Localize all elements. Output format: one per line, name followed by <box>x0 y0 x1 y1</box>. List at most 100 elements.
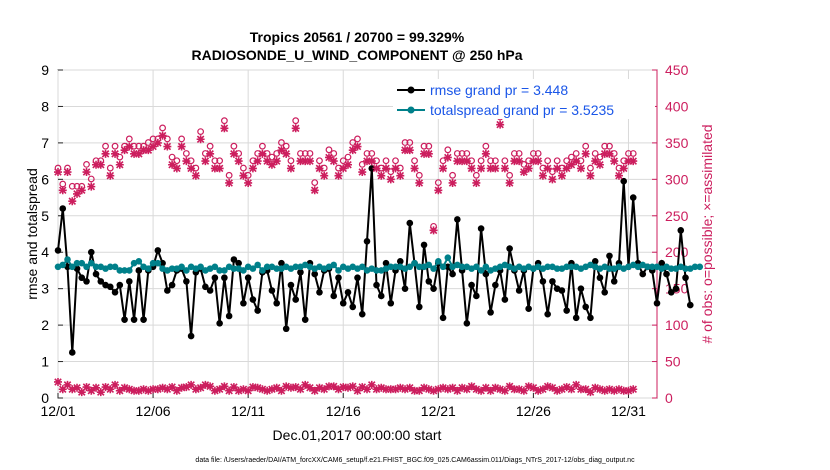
obs-rejected-point <box>201 380 210 389</box>
obs-assimilated-point <box>253 157 262 166</box>
obs-assimilated-point <box>401 146 410 155</box>
obs-rejected-point <box>229 383 238 392</box>
obs-rejected-point <box>348 382 357 391</box>
obs-assimilated-point <box>272 157 281 166</box>
rmse-point <box>330 292 338 300</box>
obs-possible-point <box>510 150 518 157</box>
legend-swatch-totalspread-marker <box>407 106 415 114</box>
obs-rejected-point <box>54 377 62 386</box>
obs-rejected-point <box>196 383 205 392</box>
rmse-point <box>653 299 661 307</box>
x-tick-label: 12/11 <box>231 403 265 419</box>
obs-rejected-point <box>382 385 391 394</box>
obs-assimilated-point <box>163 142 172 151</box>
obs-assimilated-point <box>576 164 585 173</box>
obs-assimilated-point <box>477 164 486 173</box>
obs-rejected-point <box>163 385 172 394</box>
obs-assimilated-point <box>315 164 324 173</box>
obs-rejected-point <box>510 385 519 394</box>
obs-assimilated-point <box>144 146 153 155</box>
obs-assimilated-point <box>182 157 191 166</box>
obs-rejected-point <box>187 380 196 389</box>
rmse-point <box>59 205 67 212</box>
obs-assimilated-point <box>358 168 367 177</box>
totalspread-point <box>458 263 466 271</box>
rmse-point <box>377 292 385 300</box>
obs-assimilated-point <box>210 164 219 173</box>
rmse-point <box>667 289 675 296</box>
rmse-point <box>116 281 124 289</box>
y-axis-label-left: rmse and totalspread <box>24 168 40 300</box>
obs-rejected-point <box>363 385 372 394</box>
totalspread-point <box>439 263 447 271</box>
obs-assimilated-point <box>73 189 82 198</box>
obs-assimilated-point <box>377 171 386 180</box>
rmse-point <box>620 177 628 185</box>
obs-assimilated-point <box>614 171 623 180</box>
obs-assimilated-point <box>605 149 614 158</box>
obs-rejected-point <box>605 385 614 394</box>
totalspread-point <box>644 263 651 271</box>
obs-rejected-point <box>291 383 300 392</box>
obs-rejected-point <box>134 386 143 395</box>
obs-assimilated-point <box>600 149 609 158</box>
obs-rejected-point <box>377 383 386 392</box>
rmse-point <box>363 237 371 245</box>
obs-assimilated-point <box>439 164 448 173</box>
obs-rejected-point <box>277 386 286 395</box>
y-left-tick-label: 1 <box>41 354 49 370</box>
totalspread-point <box>183 267 190 274</box>
y-right-tick-label: 250 <box>665 208 689 224</box>
obs-possible-point <box>344 153 352 161</box>
rmse-point <box>301 316 309 323</box>
totalspread-point <box>106 263 114 271</box>
obs-possible-point <box>68 182 76 190</box>
rmse-point <box>610 278 618 285</box>
y-right-tick-label: 200 <box>665 244 689 260</box>
obs-assimilated-point <box>405 146 414 155</box>
obs-rejected-point <box>296 385 305 394</box>
obs-assimilated-point <box>467 164 476 173</box>
obs-rejected-point <box>120 383 129 392</box>
rmse-point <box>87 248 95 256</box>
obs-assimilated-point <box>396 171 405 180</box>
totalspread-point <box>64 256 71 263</box>
obs-rejected-point <box>358 383 367 392</box>
obs-assimilated-point <box>624 157 633 166</box>
obs-assimilated-point <box>524 164 533 173</box>
obs-possible-point <box>463 150 471 157</box>
obs-possible-point <box>491 157 499 165</box>
obs-rejected-point <box>557 385 566 394</box>
rmse-point <box>164 287 171 294</box>
x-tick-label: 12/31 <box>611 403 646 419</box>
y-left-tick-label: 3 <box>41 281 49 297</box>
rmse-point <box>401 285 409 292</box>
rmse-point <box>639 270 647 278</box>
obs-rejected-point <box>472 385 481 394</box>
totalspread-point <box>435 258 442 265</box>
y-left-tick-label: 8 <box>41 98 49 114</box>
obs-possible-point <box>458 150 466 157</box>
obs-possible-point <box>434 179 442 187</box>
obs-possible-point <box>453 150 461 157</box>
obs-possible-point <box>358 160 366 168</box>
obs-possible-point <box>477 157 485 165</box>
obs-rejected-point <box>481 383 490 392</box>
rmse-point <box>591 258 599 265</box>
totalspread-point <box>696 263 704 271</box>
rmse-point <box>572 314 580 322</box>
obs-assimilated-point <box>130 149 139 158</box>
obs-rejected-point <box>339 383 348 392</box>
obs-possible-point <box>591 150 599 157</box>
y-left-tick-label: 2 <box>41 317 49 333</box>
totalspread-point <box>87 259 95 267</box>
obs-possible-point <box>268 153 276 161</box>
rmse-point <box>268 287 276 294</box>
totalspread-point <box>544 263 551 271</box>
obs-assimilated-point <box>258 149 267 158</box>
obs-assimilated-point <box>134 149 143 158</box>
x-tick-label: 12/06 <box>136 403 171 419</box>
obs-possible-point <box>220 117 228 125</box>
obs-rejected-point <box>415 386 424 395</box>
obs-rejected-point <box>234 386 243 395</box>
